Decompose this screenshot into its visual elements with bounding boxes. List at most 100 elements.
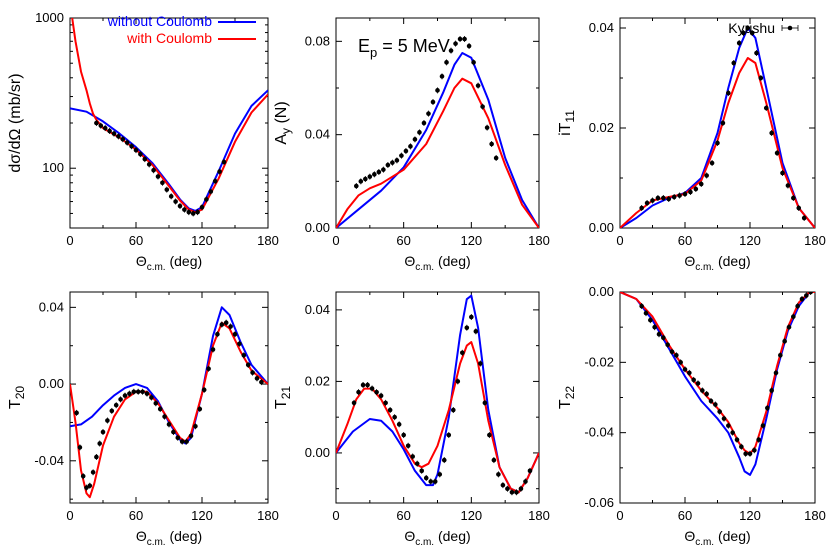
data-point <box>795 303 800 309</box>
data-point <box>210 347 216 352</box>
y-axis-label: T20 <box>7 386 27 409</box>
y-tick-label: 100 <box>42 160 64 175</box>
data-point <box>514 489 519 495</box>
plot-frame <box>69 291 269 504</box>
data-point <box>199 204 205 210</box>
data-point <box>360 382 366 388</box>
data-point <box>780 170 785 176</box>
data-point <box>232 331 238 337</box>
data-point <box>491 457 497 463</box>
data-point <box>127 391 132 396</box>
data-point <box>709 160 715 166</box>
data-point <box>160 180 165 186</box>
data-point <box>730 430 735 435</box>
panel-t22: 0 60 120 180 -0.06 -0.04 -0.02 0.00 Θc.m. (deg) T… <box>557 284 826 548</box>
x-tick-label: 120 <box>739 233 761 248</box>
data-point <box>671 194 677 200</box>
data-point <box>403 148 409 154</box>
x-tick-label: 120 <box>460 233 482 248</box>
data-point <box>405 443 411 449</box>
data-point <box>496 472 501 477</box>
data-point <box>682 191 688 197</box>
x-tick-label: 0 <box>66 233 73 248</box>
data-point <box>168 194 174 199</box>
data-point <box>678 360 683 365</box>
label-suffix: (deg) <box>434 528 471 544</box>
data-point <box>682 367 688 372</box>
data-point <box>639 303 644 309</box>
data-point <box>142 156 148 162</box>
legend-with-label: with Coulomb <box>126 30 212 46</box>
data-point <box>408 144 413 149</box>
data-point <box>197 406 203 412</box>
x-tick-label: 180 <box>257 508 279 523</box>
legend-data-point <box>787 25 793 31</box>
label-subscript: y <box>279 128 293 134</box>
data-point <box>478 361 483 366</box>
curve-without <box>620 27 815 228</box>
data-point <box>435 88 440 93</box>
data-point <box>87 483 93 489</box>
data-point <box>109 408 115 414</box>
data-point <box>358 179 364 184</box>
data-point <box>166 422 172 427</box>
x-tick-label: 180 <box>804 508 826 523</box>
data-point <box>704 391 709 397</box>
data-point <box>144 391 150 396</box>
x-tick-label: 0 <box>66 508 73 523</box>
label-suffix: (deg) <box>714 528 751 544</box>
curve-without <box>336 294 539 494</box>
data-point <box>687 370 692 376</box>
data-point <box>708 398 714 404</box>
data-point <box>698 181 704 187</box>
data-point <box>758 75 764 81</box>
data-point <box>462 36 467 42</box>
y-axis-label: iT11 <box>557 110 577 136</box>
data-point <box>162 414 167 419</box>
curve-with <box>336 77 539 228</box>
data-point <box>760 423 766 428</box>
data-point <box>381 167 386 172</box>
data-point <box>473 329 479 334</box>
data-point <box>90 470 96 475</box>
data-point <box>774 150 780 156</box>
data-point <box>195 209 200 215</box>
data-point <box>786 324 792 330</box>
data-point <box>782 338 787 344</box>
x-axis-label: Θc.m. (deg) <box>404 253 470 273</box>
x-tick-label: 120 <box>191 233 213 248</box>
data-point <box>487 432 492 438</box>
data-point <box>356 389 361 395</box>
data-point <box>453 41 458 46</box>
y-tick-label: -0.04 <box>34 453 64 468</box>
x-tick-label: 180 <box>528 233 550 248</box>
data-point <box>726 90 731 96</box>
data-point <box>749 30 755 36</box>
data-point <box>184 439 189 444</box>
data-point <box>736 40 742 46</box>
data-point <box>656 331 662 337</box>
data-point <box>77 445 83 450</box>
data-point <box>734 437 740 443</box>
data-point <box>423 475 429 481</box>
y-axis-label: T21 <box>273 386 293 409</box>
y-tick-label: 0.04 <box>39 299 64 314</box>
y-tick-label: 0.08 <box>305 33 330 48</box>
data-point <box>383 400 388 406</box>
y-tick-label: 0.00 <box>305 445 330 460</box>
data-point <box>111 131 117 136</box>
data-point <box>372 172 377 177</box>
data-point <box>105 418 110 423</box>
data-point <box>720 120 726 126</box>
data-point <box>527 468 533 474</box>
data-point <box>769 388 774 393</box>
data-point <box>747 451 753 457</box>
series-group <box>620 292 815 476</box>
label-main: dσ/dΩ (mb/sr) <box>7 73 24 172</box>
data-point <box>97 441 102 446</box>
data-point <box>743 451 748 457</box>
x-tick-label: 0 <box>332 233 339 248</box>
series-group <box>70 18 268 217</box>
label-subscript: c.m. <box>415 537 434 548</box>
